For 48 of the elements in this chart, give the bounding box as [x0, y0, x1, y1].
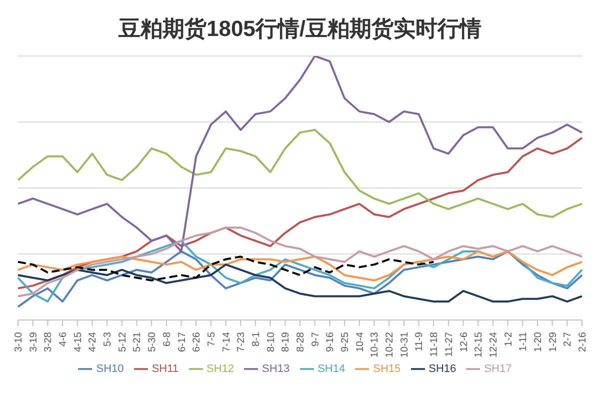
x-tick-label: 10-22: [384, 332, 396, 358]
x-tick-label: 12-24: [488, 332, 500, 358]
x-tick-label: 3-10: [14, 332, 24, 352]
x-tick-label: 5-12: [117, 332, 128, 352]
x-tick-label: 4-15: [72, 332, 84, 352]
legend-label: SH17: [484, 362, 512, 375]
legend-label: SH12: [206, 362, 234, 375]
x-tick-label: 10-4: [354, 332, 366, 352]
x-tick-label: 7-14: [221, 332, 232, 352]
x-tick-label: 8-19: [280, 332, 292, 352]
x-tick-label: 11-27: [444, 332, 455, 357]
x-tick-label: 9-16: [325, 332, 336, 352]
x-tick-label: 11-9: [414, 332, 426, 352]
x-tick-label: 8-10: [266, 332, 277, 352]
legend-label: SH11: [152, 362, 179, 375]
legend-label: SH15: [373, 362, 401, 375]
x-tick-label: 5-3: [102, 332, 114, 346]
x-tick-label: 12-15: [474, 332, 485, 358]
legend-label: SH13: [262, 362, 290, 375]
x-tick-label: 12-6: [458, 332, 470, 352]
legend-label: SH10: [96, 362, 124, 375]
x-tick-label: 6-26: [192, 332, 203, 352]
x-tick-label: 3-19: [28, 332, 40, 352]
x-tick-label: 4-24: [88, 332, 99, 352]
x-tick-label: 7-5: [206, 332, 218, 346]
x-tick-label: 6-17: [176, 332, 188, 352]
x-tick-label: 5-30: [147, 332, 158, 352]
x-tick-label: 2-7: [562, 332, 574, 346]
x-tick-label: 9-25: [340, 332, 352, 352]
x-tick-label: 4-6: [58, 332, 70, 346]
chart-title: 豆粕期货1805行情/豆粕期货实时行情: [117, 15, 483, 43]
x-tick-label: 5-21: [132, 332, 144, 352]
x-tick-label: 1-11: [518, 332, 530, 352]
x-tick-label: 2-16: [578, 332, 588, 352]
x-tick-label: 1-20: [532, 332, 544, 352]
x-tick-label: 1-2: [503, 332, 514, 346]
x-tick-label: 10-13: [370, 332, 381, 358]
x-tick-label: 8-1: [250, 332, 262, 346]
legend-label: SH14: [318, 362, 346, 375]
x-tick-label: 3-28: [43, 332, 54, 352]
legend-label: SH16: [428, 362, 456, 375]
x-tick-label: 8-28: [296, 332, 306, 352]
x-tick-label: 11-18: [429, 332, 440, 357]
x-tick-label: 1-29: [548, 332, 559, 352]
x-tick-label: 7-23: [236, 332, 248, 352]
x-tick-label: 10-31: [399, 332, 410, 358]
x-tick-label: 9-7: [310, 332, 322, 346]
x-tick-label: 6-8: [162, 332, 173, 346]
